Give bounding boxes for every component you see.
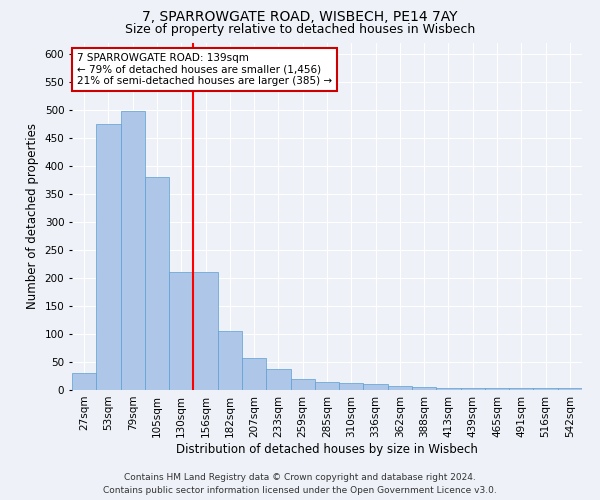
Bar [485,388,509,390]
Bar [290,379,315,390]
Bar [558,388,582,390]
Y-axis label: Number of detached properties: Number of detached properties [26,123,39,309]
Text: 7 SPARROWGATE ROAD: 139sqm
← 79% of detached houses are smaller (1,456)
21% of s: 7 SPARROWGATE ROAD: 139sqm ← 79% of deta… [77,53,332,86]
Bar [169,272,193,390]
Bar [72,373,96,390]
Bar [145,177,169,390]
Bar [533,388,558,390]
Text: Size of property relative to detached houses in Wisbech: Size of property relative to detached ho… [125,22,475,36]
Bar [364,384,388,390]
Bar [509,388,533,390]
Text: Contains HM Land Registry data © Crown copyright and database right 2024.
Contai: Contains HM Land Registry data © Crown c… [103,474,497,495]
Bar [193,272,218,390]
Bar [218,331,242,390]
Bar [96,124,121,390]
X-axis label: Distribution of detached houses by size in Wisbech: Distribution of detached houses by size … [176,442,478,456]
Bar [412,387,436,390]
Bar [315,382,339,390]
Bar [266,370,290,390]
Bar [388,386,412,390]
Bar [339,384,364,390]
Bar [461,388,485,390]
Text: 7, SPARROWGATE ROAD, WISBECH, PE14 7AY: 7, SPARROWGATE ROAD, WISBECH, PE14 7AY [142,10,458,24]
Bar [242,358,266,390]
Bar [121,112,145,390]
Bar [436,388,461,390]
